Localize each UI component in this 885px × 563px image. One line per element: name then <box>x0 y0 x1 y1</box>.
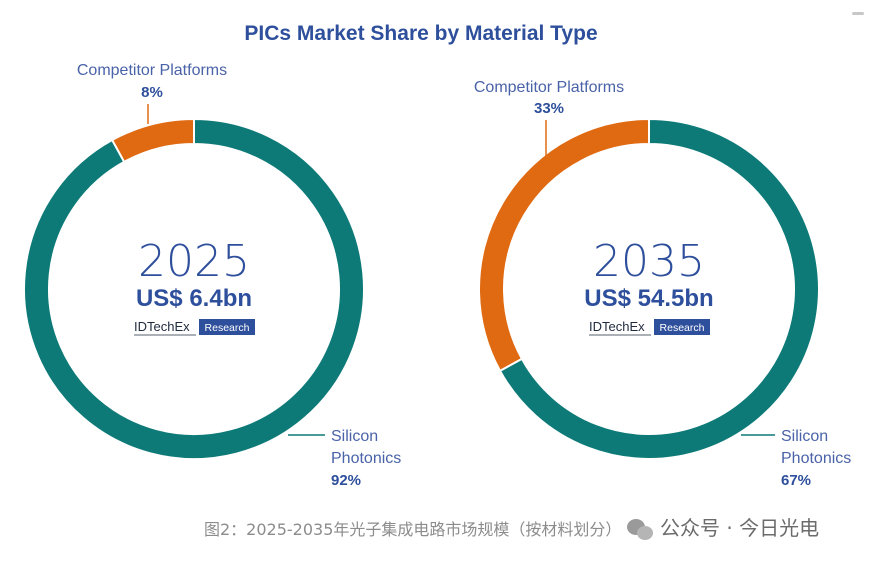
brand-2035: IDTechEx <box>589 319 645 334</box>
brand-2025: IDTechEx <box>134 319 190 334</box>
menu-dash-icon <box>852 12 864 15</box>
pct-competitor-2025: 8% <box>141 84 163 101</box>
watermark: 公众号 · 今日光电 <box>627 516 819 540</box>
figure-caption: 图2：2025-2035年光子集成电路市场规模（按材料划分） <box>204 520 621 539</box>
donut-2035: 2035 US$ 54.5bn IDTechEx Research Compet… <box>474 79 851 489</box>
research-badge-2025 <box>199 319 255 335</box>
research-badge-text-2035: Research <box>660 322 705 334</box>
slice-silicon-2035 <box>498 117 820 460</box>
label-silicon-2025-line2: Photonics <box>331 450 401 467</box>
pct-silicon-2025: 92% <box>331 472 361 489</box>
value-2035: US$ 54.5bn <box>584 285 713 312</box>
wechat-icon <box>627 519 653 540</box>
pct-silicon-2035: 67% <box>781 472 811 489</box>
watermark-text: 公众号 · 今日光电 <box>660 516 819 540</box>
pct-competitor-2035: 33% <box>534 100 564 117</box>
value-2025: US$ 6.4bn <box>136 285 252 312</box>
slice-silicon-2025 <box>23 117 365 460</box>
label-silicon-2035-line2: Photonics <box>781 450 851 467</box>
chart-title: PICs Market Share by Material Type <box>244 22 597 45</box>
slice-competitor-2025 <box>110 117 195 164</box>
year-2025: 2025 <box>138 236 250 287</box>
research-badge-text-2025: Research <box>205 322 250 334</box>
donut-2025: 2025 US$ 6.4bn IDTechEx Research Competi… <box>23 62 401 489</box>
label-competitor-2035: Competitor Platforms <box>474 79 624 96</box>
label-silicon-2025-line1: Silicon <box>331 428 378 445</box>
label-competitor-2025: Competitor Platforms <box>77 62 227 79</box>
label-silicon-2035-line1: Silicon <box>781 428 828 445</box>
year-2035: 2035 <box>593 236 705 287</box>
research-badge-2035 <box>654 319 710 335</box>
